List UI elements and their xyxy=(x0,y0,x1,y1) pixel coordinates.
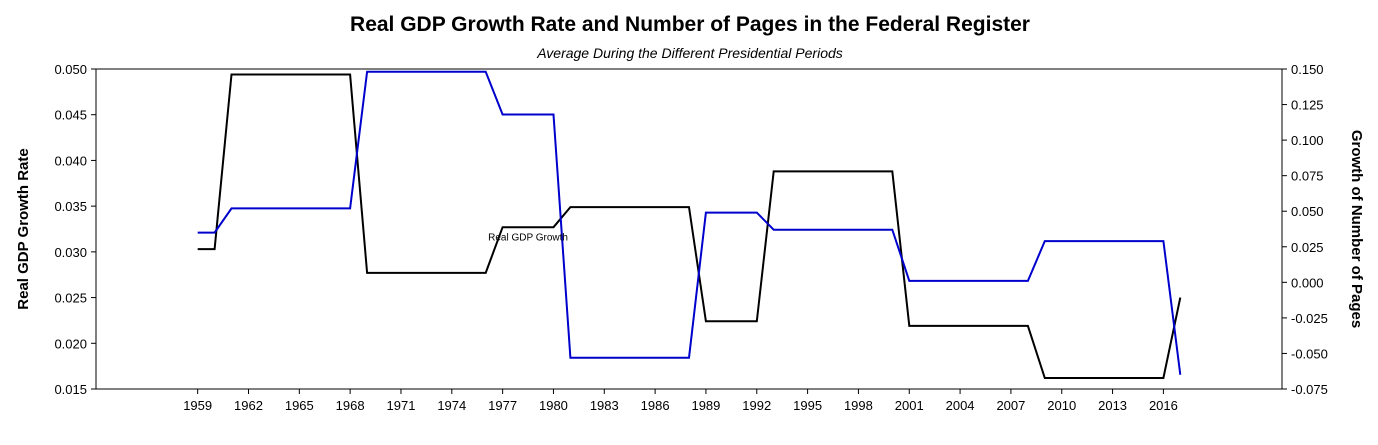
y2-tick-label: 0.000 xyxy=(1291,275,1324,290)
y2-tick-label: -0.050 xyxy=(1291,346,1328,361)
y-tick-label: 0.035 xyxy=(54,199,87,214)
y2-tick-label: 0.050 xyxy=(1291,204,1324,219)
y-tick-label: 0.040 xyxy=(54,153,87,168)
x-tick-label: 1980 xyxy=(539,398,568,413)
y2-tick-label: -0.075 xyxy=(1291,382,1328,397)
y2-tick-label: -0.025 xyxy=(1291,311,1328,326)
series-annotation: Real GDP Growth xyxy=(488,232,568,243)
x-tick-label: 1962 xyxy=(234,398,263,413)
y2-tick-label: 0.125 xyxy=(1291,98,1324,113)
series-line-gdp-growth xyxy=(197,73,1182,379)
x-tick-label: 1971 xyxy=(387,398,416,413)
y2-tick-label: 0.150 xyxy=(1291,62,1324,77)
x-tick-label: 1959 xyxy=(183,398,212,413)
axes-group: 1959 1962 1965 1968 1971 1974 1977 1980 1983 1986… xyxy=(54,62,1327,413)
y-tick-label: 0.015 xyxy=(54,382,87,397)
x-tick-label: 2004 xyxy=(946,398,975,413)
y-axis-title: Real GDP Growth Rate xyxy=(15,148,32,309)
x-tick-label: 1986 xyxy=(641,398,670,413)
x-tick-label: 1968 xyxy=(336,398,365,413)
y2-tick-label: 0.075 xyxy=(1291,169,1324,184)
y-tick-label: 0.025 xyxy=(54,291,87,306)
series-group xyxy=(197,70,1182,379)
x-tick-label: 2007 xyxy=(996,398,1025,413)
chart-subtitle: Average During the Different Presidentia… xyxy=(536,45,843,61)
x-tick-label: 1977 xyxy=(488,398,517,413)
x-tick-label: 1992 xyxy=(742,398,771,413)
y2-axis-title: Growth of Number of Pages xyxy=(1348,130,1365,328)
x-tick-label: 1974 xyxy=(437,398,466,413)
x-tick-label: 1995 xyxy=(793,398,822,413)
x-tick-label: 1983 xyxy=(590,398,619,413)
x-tick-label: 1965 xyxy=(285,398,314,413)
x-tick-label: 1989 xyxy=(691,398,720,413)
chart-title: Real GDP Growth Rate and Number of Pages… xyxy=(350,13,1030,36)
y-tick-label: 0.020 xyxy=(54,336,87,351)
y2-tick-label: 0.025 xyxy=(1291,240,1324,255)
y-tick-label: 0.045 xyxy=(54,108,87,123)
x-tick-label: 2010 xyxy=(1047,398,1076,413)
x-tick-label: 2001 xyxy=(895,398,924,413)
x-tick-label: 1998 xyxy=(844,398,873,413)
x-tick-label: 2013 xyxy=(1098,398,1127,413)
series-line-pages-growth xyxy=(197,70,1182,375)
x-tick-label: 2016 xyxy=(1149,398,1178,413)
y-tick-label: 0.030 xyxy=(54,245,87,260)
plot-frame xyxy=(95,68,1283,390)
y-tick-label: 0.050 xyxy=(54,62,87,77)
y2-tick-label: 0.100 xyxy=(1291,133,1324,148)
